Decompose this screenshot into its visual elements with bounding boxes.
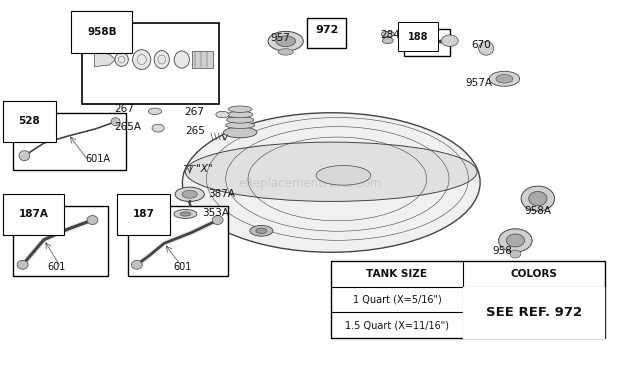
- Ellipse shape: [154, 51, 169, 69]
- Text: TANK SIZE: TANK SIZE: [366, 269, 427, 279]
- Bar: [82, 23, 219, 104]
- Ellipse shape: [489, 71, 520, 86]
- Text: 353A: 353A: [202, 208, 229, 218]
- Ellipse shape: [226, 117, 254, 123]
- Text: 187: 187: [133, 209, 154, 219]
- Text: SEE REF. 972: SEE REF. 972: [485, 306, 582, 319]
- Ellipse shape: [152, 124, 164, 132]
- Text: "X": "X": [196, 164, 213, 174]
- Ellipse shape: [498, 229, 532, 252]
- Ellipse shape: [383, 37, 393, 44]
- Text: 957A: 957A: [465, 78, 492, 88]
- Text: 957: 957: [270, 33, 290, 43]
- Ellipse shape: [223, 127, 257, 138]
- Ellipse shape: [111, 118, 120, 126]
- Ellipse shape: [381, 31, 394, 37]
- Bar: [14, 113, 126, 170]
- Text: 265A: 265A: [114, 122, 141, 131]
- Ellipse shape: [507, 234, 525, 247]
- Ellipse shape: [226, 122, 255, 128]
- Ellipse shape: [87, 216, 98, 224]
- Ellipse shape: [278, 49, 293, 55]
- Ellipse shape: [148, 108, 162, 115]
- Text: 528: 528: [19, 116, 40, 126]
- Ellipse shape: [115, 53, 128, 66]
- Ellipse shape: [216, 111, 229, 118]
- Text: eReplacementParts.com: eReplacementParts.com: [238, 177, 382, 190]
- Ellipse shape: [276, 36, 295, 47]
- Ellipse shape: [182, 191, 197, 198]
- Ellipse shape: [195, 53, 208, 67]
- Ellipse shape: [185, 142, 477, 201]
- Text: 601A: 601A: [85, 154, 110, 164]
- Text: 187A: 187A: [19, 209, 48, 219]
- Bar: [14, 206, 108, 276]
- Text: 188: 188: [408, 31, 428, 42]
- Bar: [331, 261, 604, 338]
- Bar: [128, 206, 228, 276]
- Text: 601: 601: [48, 262, 66, 272]
- Text: 958A: 958A: [525, 206, 551, 216]
- Ellipse shape: [529, 191, 547, 206]
- Ellipse shape: [17, 260, 28, 269]
- Ellipse shape: [182, 113, 480, 252]
- Text: 601: 601: [173, 262, 192, 272]
- Bar: [307, 18, 347, 48]
- Text: 670: 670: [471, 41, 491, 50]
- Ellipse shape: [19, 151, 30, 161]
- Ellipse shape: [496, 74, 513, 83]
- Ellipse shape: [174, 51, 189, 68]
- Text: COLORS: COLORS: [510, 269, 557, 279]
- Text: 958B: 958B: [87, 27, 117, 37]
- Ellipse shape: [256, 228, 267, 234]
- Ellipse shape: [441, 35, 458, 46]
- Text: 1.5 Quart (X=11/16"): 1.5 Quart (X=11/16"): [345, 320, 449, 330]
- Text: 267: 267: [114, 104, 134, 114]
- Ellipse shape: [250, 226, 273, 236]
- Ellipse shape: [175, 187, 204, 201]
- Ellipse shape: [316, 165, 371, 185]
- FancyBboxPatch shape: [192, 51, 213, 69]
- Text: 958: 958: [492, 246, 512, 256]
- Ellipse shape: [521, 186, 554, 211]
- Text: 265: 265: [185, 126, 205, 136]
- Ellipse shape: [228, 111, 253, 118]
- Ellipse shape: [180, 212, 191, 216]
- Ellipse shape: [479, 42, 494, 55]
- Ellipse shape: [174, 210, 197, 218]
- Text: 387A: 387A: [208, 189, 235, 199]
- Text: 972: 972: [315, 24, 339, 35]
- Ellipse shape: [268, 31, 303, 51]
- Ellipse shape: [510, 250, 521, 258]
- Text: 284: 284: [380, 30, 400, 40]
- Text: 267: 267: [184, 107, 204, 117]
- Ellipse shape: [131, 260, 143, 269]
- Ellipse shape: [133, 50, 151, 69]
- Bar: [404, 29, 450, 55]
- Ellipse shape: [411, 37, 422, 45]
- Polygon shape: [94, 53, 115, 67]
- Ellipse shape: [212, 216, 223, 224]
- Text: 1 Quart (X=5/16"): 1 Quart (X=5/16"): [353, 295, 441, 305]
- Ellipse shape: [228, 106, 252, 112]
